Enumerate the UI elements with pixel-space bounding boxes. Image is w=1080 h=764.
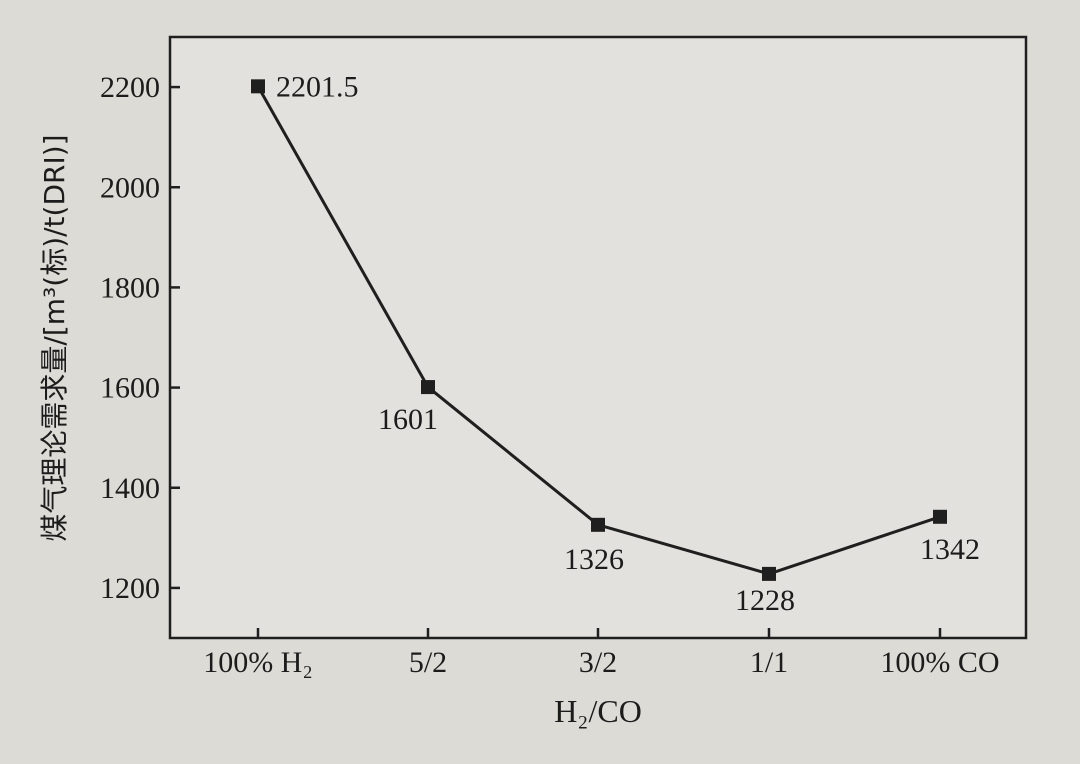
x-tick-label: 5/2 [409, 646, 447, 679]
data-label: 1326 [564, 543, 624, 576]
y-tick-label: 1400 [100, 472, 160, 505]
y-tick-label: 2000 [100, 171, 160, 204]
data-label: 1228 [735, 584, 795, 617]
data-label: 2201.5 [276, 70, 359, 103]
y-axis-title: 煤气理论需求量/[m³(标)/t(DRI)] [38, 134, 71, 541]
data-point [933, 509, 947, 524]
x-tick-label: 3/2 [579, 646, 617, 679]
y-tick-label: 1800 [100, 271, 160, 304]
data-point [251, 79, 265, 94]
data-point [762, 566, 776, 581]
x-tick-label: 100% H₂ [203, 646, 313, 679]
data-label: 1601 [378, 403, 438, 436]
data-labels: 2201.5 1601 1326 1228 1342 [276, 70, 980, 617]
x-axis-title: H₂/CO [554, 693, 642, 729]
x-tick-label: 100% CO [880, 646, 999, 679]
plot-area [168, 35, 1028, 640]
data-point [421, 380, 435, 395]
data-points [251, 79, 947, 581]
y-axis: 1200 1400 1600 1800 2000 2200 [100, 71, 180, 605]
x-axis: 100% H₂ 5/2 3/2 1/1 100% CO [203, 628, 1000, 679]
y-tick-label: 1200 [100, 572, 160, 605]
data-label: 1342 [920, 533, 980, 566]
data-point [591, 517, 605, 532]
x-tick-label: 1/1 [750, 646, 788, 679]
y-tick-label: 1600 [100, 372, 160, 405]
y-tick-label: 2200 [100, 71, 160, 104]
